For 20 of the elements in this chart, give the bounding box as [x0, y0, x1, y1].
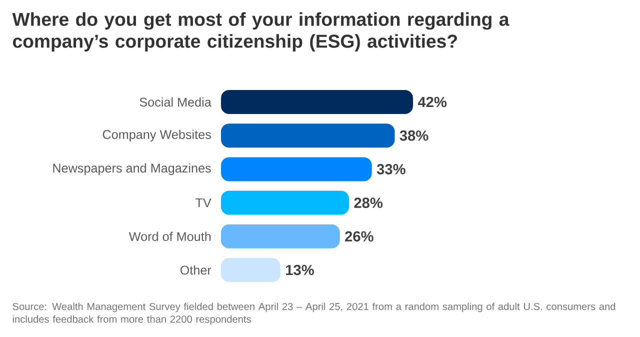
y-tick-label: TV: [196, 198, 212, 208]
bar: [221, 90, 414, 114]
bar: [221, 258, 280, 282]
y-tick-label: Company Websites: [102, 130, 211, 142]
data-label: 28%: [354, 198, 383, 208]
bar: [221, 124, 395, 148]
source-note: Source: Wealth Management Survey fielded between April 23 – April 25, 2021 from a random sampling of adult U.S. consumers and includes feedback from more than 2200 respondents: [12, 302, 616, 325]
y-tick-label: Word of Mouth: [128, 232, 211, 242]
data-label: 33%: [376, 164, 406, 174]
y-tick-label: Social Media: [140, 97, 212, 107]
chart-title: Where do you get most of your information regarding a company’s corporate citizenship (ESG) activities?: [12, 12, 510, 52]
y-tick-label: Newspapers and Magazines: [53, 163, 211, 176]
data-label: 26%: [345, 231, 374, 242]
bar: [221, 157, 372, 182]
y-tick-label: Other: [180, 265, 212, 275]
data-label: 42%: [418, 96, 447, 108]
data-label: 13%: [286, 264, 314, 276]
bar: [221, 190, 350, 215]
data-label: 38%: [400, 130, 428, 141]
bar: [221, 224, 340, 248]
